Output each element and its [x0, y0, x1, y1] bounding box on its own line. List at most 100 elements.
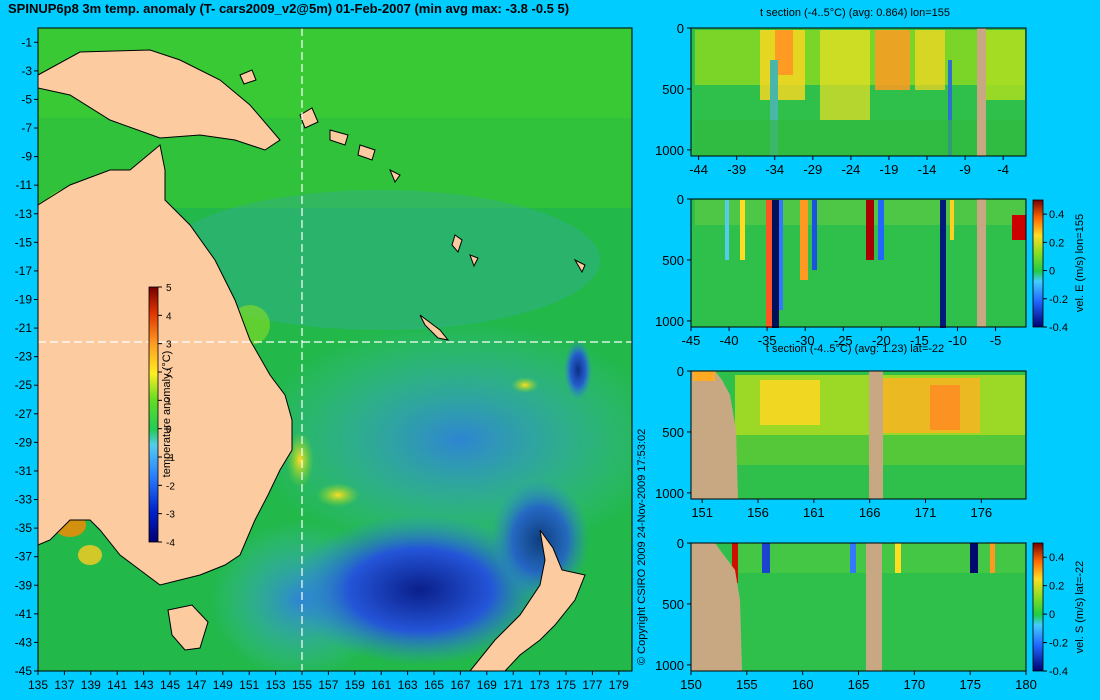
panel3-y-tick-label: 500 [662, 425, 684, 440]
panel4-x-tick-label: 155 [736, 677, 758, 692]
panel2-x-tick-label: -20 [872, 333, 891, 348]
map-y-tick-label: -23 [15, 350, 33, 364]
map-x-tick-label: 157 [318, 678, 338, 692]
map-x-tick-label: 139 [81, 678, 101, 692]
map-y-tick-label: -27 [15, 407, 33, 421]
panel2-x-tick-label: -15 [910, 333, 929, 348]
map-anomaly-field [38, 28, 632, 671]
panel1-x-tick-label: -24 [841, 162, 860, 177]
panel4-x-tick-label: 165 [848, 677, 870, 692]
figure-title: SPINUP6p8 3m temp. anomaly (T- cars2009_… [8, 1, 570, 16]
map-x-tick-label: 145 [160, 678, 180, 692]
map-y-tick-label: -35 [15, 521, 33, 535]
map-colorbar-tick-label: -2 [166, 481, 175, 492]
copyright-text: © Copyright CSIRO 2009 24-Nov-2009 17:53… [636, 429, 648, 665]
map-y-tick-label: -33 [15, 493, 33, 507]
map-y-tick-label: -1 [21, 35, 32, 49]
section-panel-1: t section (-4..5°C) (avg: 0.864) lon=155… [655, 7, 1027, 177]
panel3-x-tick-label: 156 [747, 505, 769, 520]
panel2-colorbar-label: vel. E (m/s) lon=155 [1074, 214, 1086, 312]
panel1-y-tick-label: 0 [677, 21, 684, 36]
map-x-tick-label: 147 [186, 678, 206, 692]
map-y-tick-label: -15 [15, 235, 33, 249]
panel4-y-tick-label: 1000 [655, 658, 684, 673]
map-y-tick-label: -37 [15, 550, 33, 564]
map-y-ticks: -1 -3 -5 -7 -9 -11 -13 -15 -17 -19 -21 -23 -25 -27 -29… [15, 35, 38, 678]
panel3-x-tick-label: 176 [970, 505, 992, 520]
panel4-colorbar-tick-label: 0.4 [1049, 552, 1064, 564]
map-y-tick-label: -19 [15, 292, 33, 306]
panel4-y-tick-label: 500 [662, 597, 684, 612]
panel3-y-tick-label: 0 [677, 364, 684, 379]
map-x-tick-label: 179 [609, 678, 629, 692]
section-panel-2: -45 -40 -35 -30 -25 -20 -15 -10 -5 0 500 1000 0.4 0.… [655, 192, 1086, 348]
panel4-x-tick-label: 170 [903, 677, 925, 692]
map-x-tick-label: 135 [28, 678, 48, 692]
panel2-x-tick-label: -25 [834, 333, 853, 348]
map-colorbar-tick-label: 4 [166, 311, 172, 322]
panel2-colorbar-tick-label: 0.4 [1049, 209, 1064, 221]
map-colorbar-tick-label: -1 [166, 453, 175, 464]
panel2-x-tick-label: -35 [758, 333, 777, 348]
panel1-title: t section (-4..5°C) (avg: 0.864) lon=155 [760, 7, 950, 19]
map-x-tick-label: 143 [134, 678, 154, 692]
map-y-tick-label: -29 [15, 435, 33, 449]
map-x-tick-label: 163 [398, 678, 418, 692]
map-y-tick-label: -7 [21, 121, 32, 135]
panel2-colorbar-tick-label: -0.2 [1049, 294, 1068, 306]
map-x-ticks: 135 137 139 141 143 145 147 149 151 153 155 157 159 1… [28, 671, 629, 692]
panel2-x-tick-label: -45 [682, 333, 701, 348]
map-colorbar-label: temperature anomaly (°C) [161, 351, 173, 478]
panel2-x-tick-label: -40 [720, 333, 739, 348]
panel1-x-tick-label: -9 [959, 162, 971, 177]
map-y-tick-label: -31 [15, 464, 33, 478]
panel2-colorbar-tick-label: -0.4 [1049, 322, 1068, 334]
map-x-tick-label: 175 [556, 678, 576, 692]
panel4-colorbar-tick-label: -0.4 [1049, 666, 1068, 678]
map-y-tick-label: -45 [15, 664, 33, 678]
panel2-x-tick-label: -5 [990, 333, 1002, 348]
map-x-tick-label: 171 [503, 678, 523, 692]
panel2-colorbar-tick-label: 0 [1049, 266, 1055, 278]
section-panel-3: t section (-4..5°C) (avg: 1.23) lat=-22 … [655, 343, 1027, 520]
map-y-tick-label: -21 [15, 321, 33, 335]
panel4-y-tick-label: 0 [677, 536, 684, 551]
panel4-x-tick-label: 175 [959, 677, 981, 692]
map-y-tick-label: -5 [21, 92, 32, 106]
panel4-colorbar-tick-label: -0.2 [1049, 638, 1068, 650]
panel3-x-tick-label: 151 [691, 505, 713, 520]
panel3-y-tick-label: 1000 [655, 486, 684, 501]
panel1-y-tick-label: 500 [662, 82, 684, 97]
section-panel-4: 150 155 160 165 170 175 180 0 500 1000 0.4 0.2 0 -0.… [655, 536, 1086, 692]
map-y-tick-label: -43 [15, 635, 33, 649]
map-x-tick-label: 167 [450, 678, 470, 692]
map-x-tick-label: 161 [371, 678, 391, 692]
map-x-tick-label: 155 [292, 678, 312, 692]
map-x-tick-label: 141 [107, 678, 127, 692]
panel4-colorbar-tick-label: 0.2 [1049, 581, 1064, 593]
panel2-y-tick-label: 0 [677, 192, 684, 207]
panel1-x-tick-label: -14 [918, 162, 937, 177]
map-y-tick-label: -41 [15, 607, 33, 621]
map-x-tick-label: 177 [582, 678, 602, 692]
panel3-x-tick-label: 161 [803, 505, 825, 520]
map-colorbar-tick-label: 1 [166, 396, 172, 407]
map-x-tick-label: 137 [54, 678, 74, 692]
map-colorbar-tick-label: 5 [166, 283, 172, 294]
map-land [37, 49, 586, 672]
panel3-x-tick-label: 166 [859, 505, 881, 520]
map-x-tick-label: 153 [266, 678, 286, 692]
map-y-tick-label: -13 [15, 207, 33, 221]
map-colorbar-tick-label: -4 [166, 538, 175, 549]
map-x-tick-label: 151 [239, 678, 259, 692]
panel1-x-tick-label: -34 [765, 162, 784, 177]
map-colorbar-tick-label: 0 [166, 425, 172, 436]
map-x-tick-label: 173 [530, 678, 550, 692]
map-y-tick-label: -3 [21, 64, 32, 78]
map-y-tick-label: -25 [15, 378, 33, 392]
map-x-tick-label: 149 [213, 678, 233, 692]
panel4-colorbar-tick-label: 0 [1049, 609, 1055, 621]
panel1-x-tick-label: -44 [689, 162, 708, 177]
panel3-x-tick-label: 171 [915, 505, 937, 520]
